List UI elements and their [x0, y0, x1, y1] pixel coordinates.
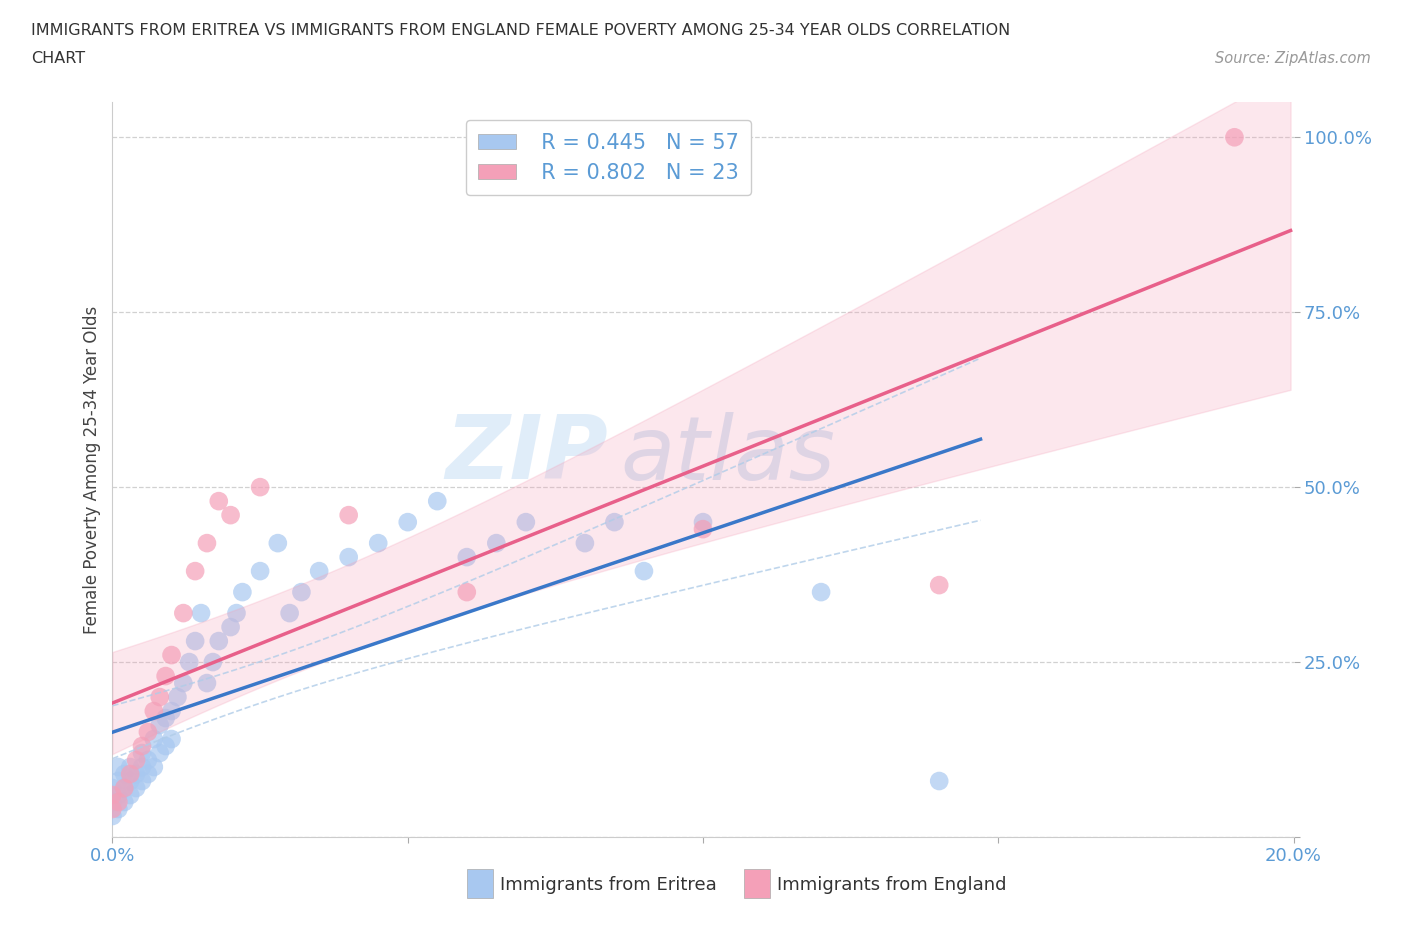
Point — [112, 780, 135, 795]
Text: Immigrants from England: Immigrants from England — [778, 876, 1007, 894]
Point — [136, 766, 159, 781]
Point — [101, 794, 124, 809]
Point — [195, 675, 218, 690]
Y-axis label: Female Poverty Among 25-34 Year Olds: Female Poverty Among 25-34 Year Olds — [83, 306, 101, 633]
Point — [337, 508, 360, 523]
Point — [120, 774, 142, 789]
Point — [367, 536, 389, 551]
Point — [928, 774, 950, 789]
Point — [125, 752, 148, 767]
Point — [125, 766, 148, 781]
Point — [1223, 130, 1246, 145]
Point — [456, 550, 478, 565]
Point — [107, 802, 129, 817]
Point — [603, 514, 626, 529]
Point — [160, 647, 183, 662]
Point — [155, 711, 177, 725]
Text: ZIP: ZIP — [446, 411, 609, 498]
Point — [101, 788, 124, 803]
Point — [201, 655, 224, 670]
Point — [131, 774, 153, 789]
Point — [231, 585, 253, 600]
Point — [267, 536, 290, 551]
Point — [396, 514, 419, 529]
Point — [515, 514, 537, 529]
Point — [112, 794, 135, 809]
Point — [125, 780, 148, 795]
Point — [155, 738, 177, 753]
Point — [101, 808, 124, 823]
Point — [485, 536, 508, 551]
Bar — [467, 869, 492, 898]
Bar — [744, 869, 770, 898]
Point — [142, 704, 165, 719]
Point — [136, 724, 159, 739]
Point — [149, 690, 172, 705]
Point — [219, 619, 242, 634]
Point — [155, 669, 177, 684]
Point — [160, 732, 183, 747]
Point — [120, 788, 142, 803]
Point — [136, 752, 159, 767]
Point — [112, 780, 135, 795]
Point — [142, 732, 165, 747]
Point — [172, 675, 194, 690]
Point — [633, 564, 655, 578]
Point — [160, 704, 183, 719]
Point — [166, 690, 188, 705]
Legend:   R = 0.445   N = 57,   R = 0.802   N = 23: R = 0.445 N = 57, R = 0.802 N = 23 — [465, 120, 751, 195]
Point — [574, 536, 596, 551]
Point — [149, 718, 172, 733]
Point — [149, 746, 172, 761]
Point — [107, 788, 129, 803]
Point — [308, 564, 330, 578]
Point — [208, 633, 231, 648]
Point — [456, 585, 478, 600]
Point — [249, 480, 271, 495]
Point — [928, 578, 950, 592]
Text: IMMIGRANTS FROM ERITREA VS IMMIGRANTS FROM ENGLAND FEMALE POVERTY AMONG 25-34 YE: IMMIGRANTS FROM ERITREA VS IMMIGRANTS FR… — [31, 23, 1010, 38]
Point — [179, 655, 201, 670]
Point — [131, 760, 153, 775]
Point — [101, 780, 124, 795]
Text: Immigrants from Eritrea: Immigrants from Eritrea — [501, 876, 717, 894]
Point — [290, 585, 312, 600]
Text: CHART: CHART — [31, 51, 84, 66]
Point — [142, 760, 165, 775]
Point — [107, 760, 129, 775]
Point — [107, 794, 129, 809]
Point — [195, 536, 218, 551]
Point — [278, 605, 301, 620]
Text: Source: ZipAtlas.com: Source: ZipAtlas.com — [1215, 51, 1371, 66]
Text: atlas: atlas — [620, 412, 835, 498]
Point — [107, 774, 129, 789]
Point — [131, 746, 153, 761]
Point — [120, 766, 142, 781]
Point — [249, 564, 271, 578]
Point — [101, 802, 124, 817]
Point — [426, 494, 449, 509]
Point — [190, 605, 212, 620]
Point — [219, 508, 242, 523]
Point — [172, 605, 194, 620]
Point — [692, 514, 714, 529]
Point — [692, 522, 714, 537]
Point — [184, 564, 207, 578]
Point — [208, 494, 231, 509]
Point — [225, 605, 247, 620]
Point — [112, 766, 135, 781]
Point — [131, 738, 153, 753]
Point — [810, 585, 832, 600]
Point — [120, 760, 142, 775]
Point — [337, 550, 360, 565]
Point — [184, 633, 207, 648]
